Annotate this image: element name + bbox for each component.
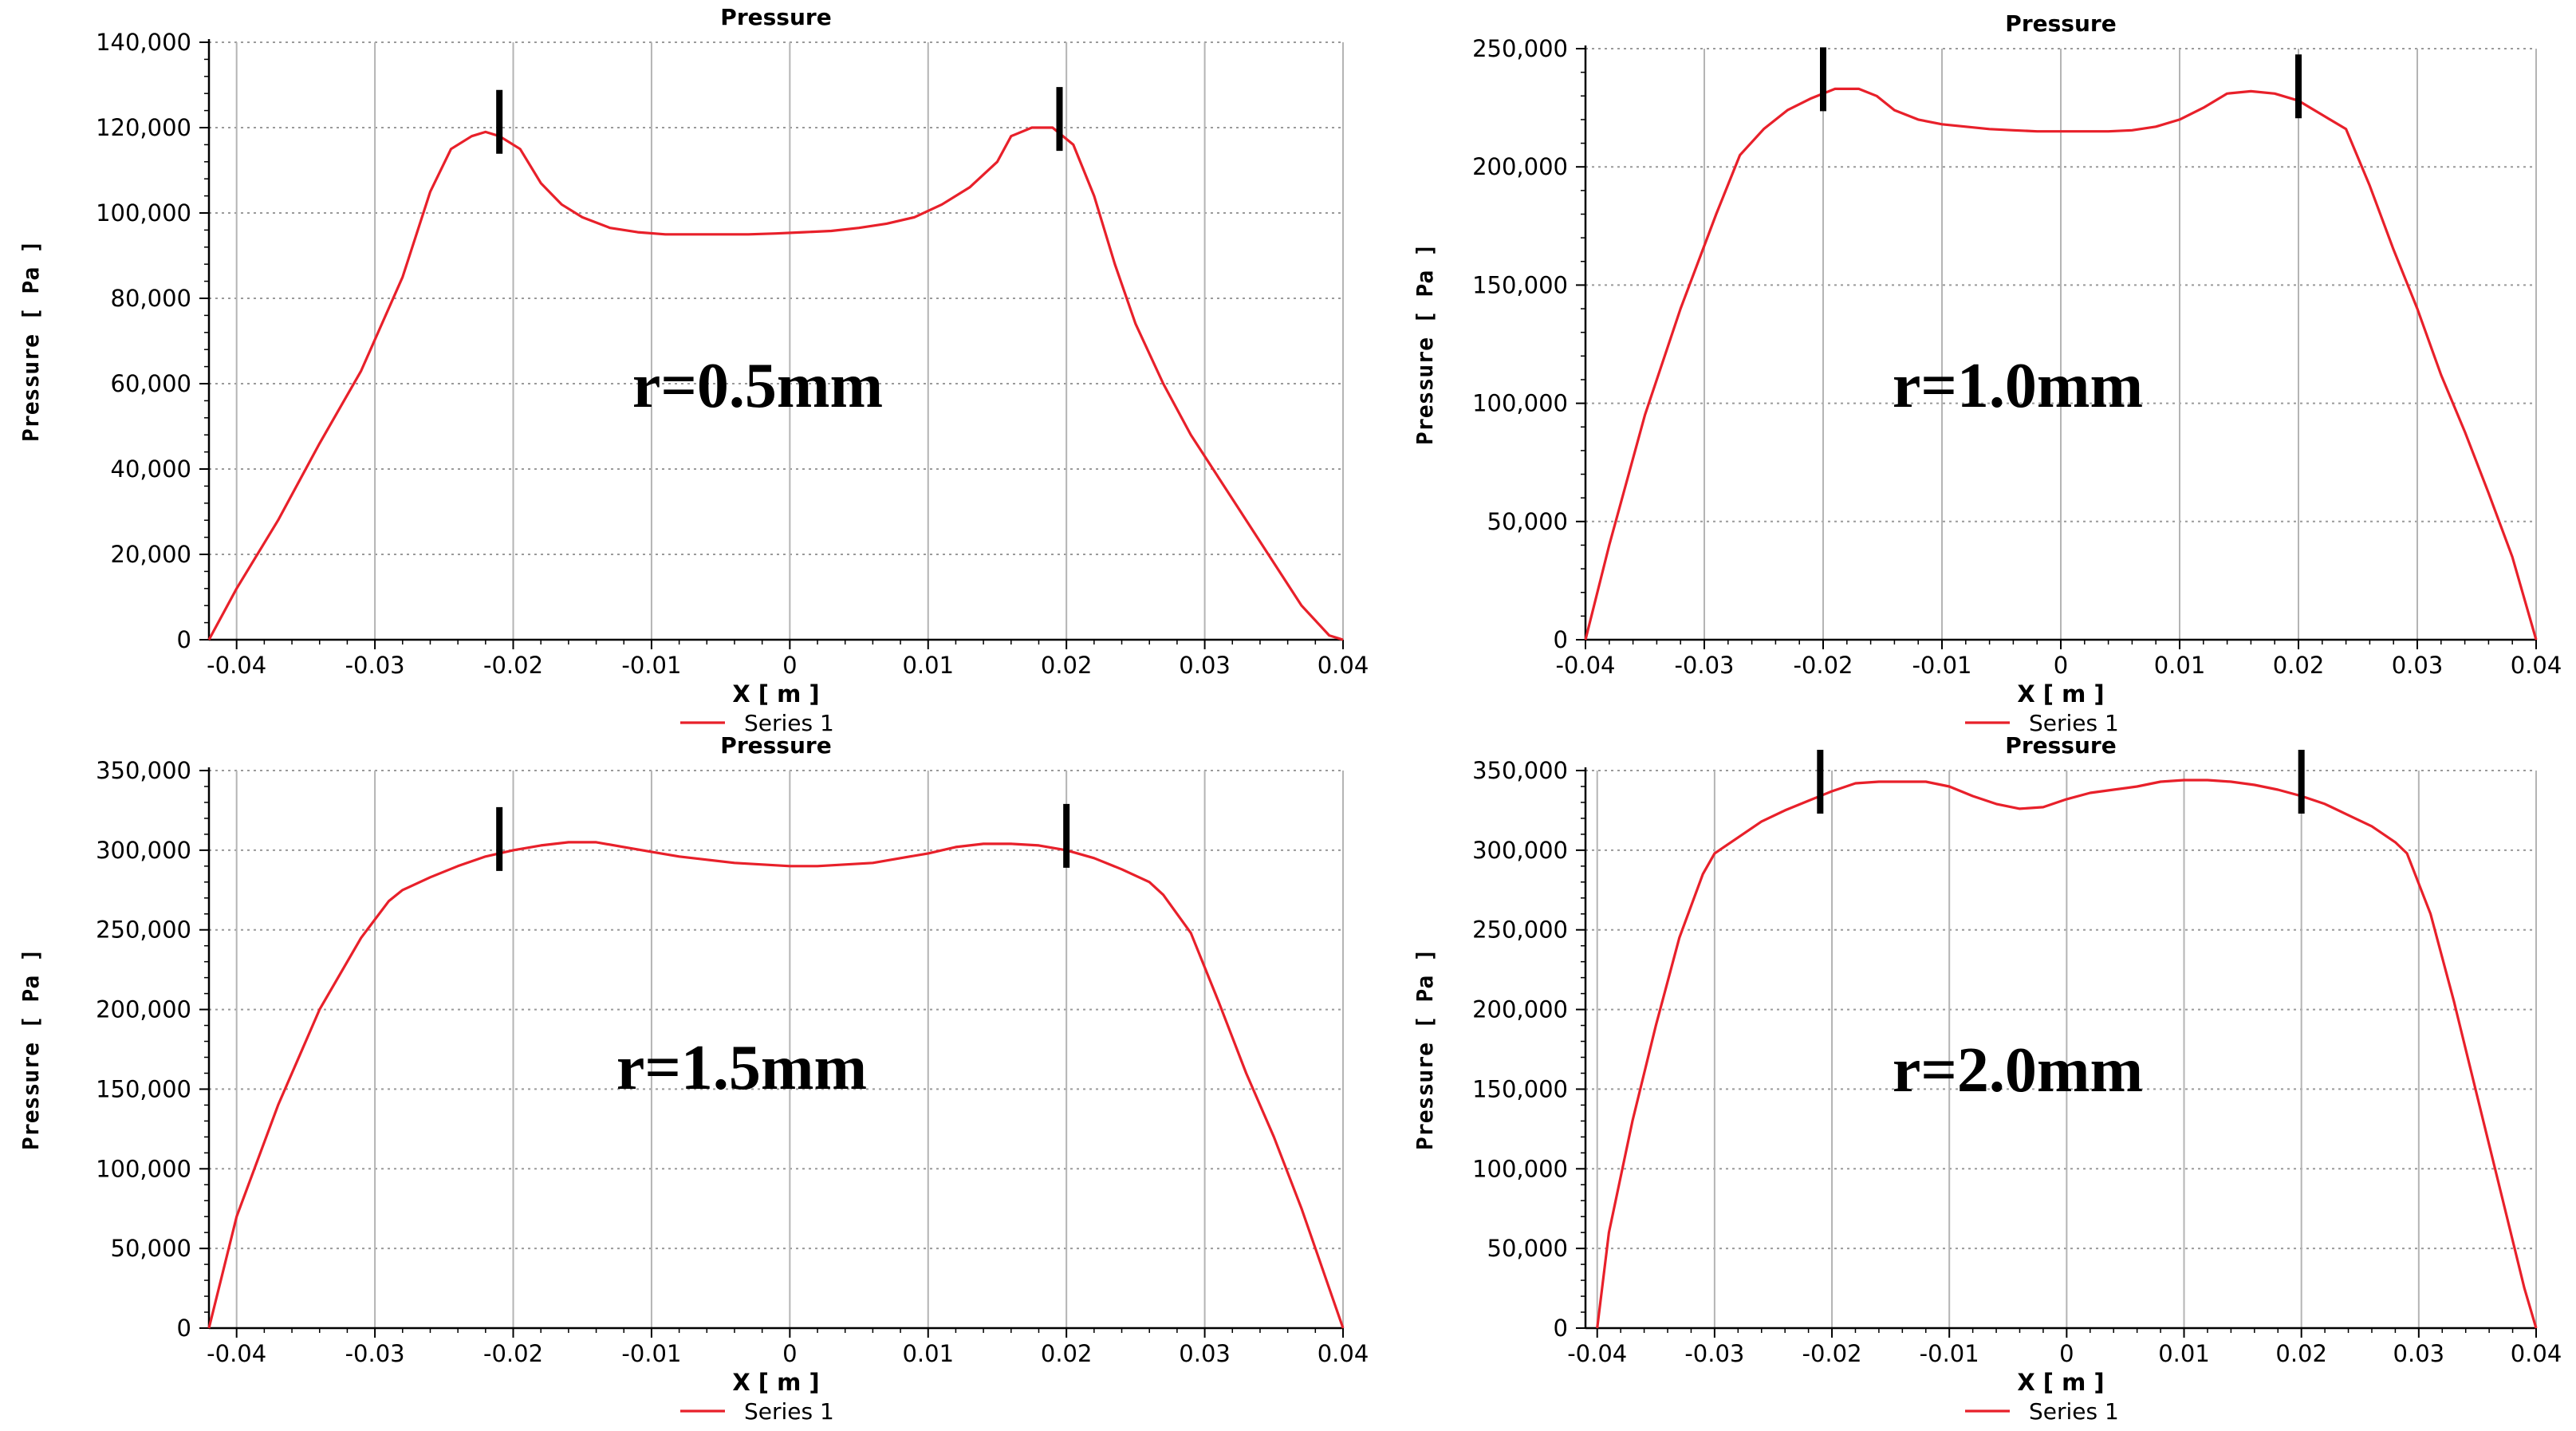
y-tick-label: 350,000 <box>96 757 191 784</box>
x-tick-label: 0.03 <box>2393 1340 2445 1367</box>
y-tick-label: 100,000 <box>1472 390 1568 417</box>
x-tick-label: -0.01 <box>621 652 681 679</box>
x-tick-label: 0.01 <box>902 652 954 679</box>
legend-label: Series 1 <box>2029 1398 2119 1425</box>
x-tick-label: -0.03 <box>345 652 405 679</box>
x-tick-label: -0.03 <box>345 1340 405 1367</box>
legend-label: Series 1 <box>744 710 834 736</box>
y-tick-label: 20,000 <box>111 541 191 568</box>
series-line <box>1596 779 2538 1329</box>
y-tick-label: 140,000 <box>96 29 191 56</box>
x-axis-label: X [ m ] <box>2017 680 2104 708</box>
x-axis-label: X [ m ] <box>732 680 819 708</box>
radius-annotation: r=0.5mm <box>632 351 883 421</box>
y-tick-label: 150,000 <box>1472 271 1568 298</box>
x-tick-label: 0.02 <box>2273 652 2325 679</box>
x-tick-label: 0.02 <box>1041 1340 1093 1367</box>
x-tick-label: -0.02 <box>1802 1340 1862 1367</box>
y-axis-label: Pressure [ Pa ] <box>18 948 44 1150</box>
y-axis-label: Pressure [ Pa ] <box>18 240 44 442</box>
y-axis-label: Pressure [ Pa ] <box>1412 243 1438 445</box>
chart-panel-1: Pressure 0 20,000 40,000 60,000 80,000 100,000… <box>18 4 1369 736</box>
legend-label: Series 1 <box>744 1398 834 1425</box>
x-axis-label: X [ m ] <box>732 1369 819 1396</box>
y-tick-label: 300,000 <box>1472 837 1568 864</box>
x-tick-label: -0.03 <box>1674 652 1734 679</box>
x-tick-label: 0.01 <box>2154 652 2206 679</box>
y-tick-label: 350,000 <box>1472 757 1568 784</box>
legend-label: Series 1 <box>2029 710 2119 736</box>
y-tick-label: 60,000 <box>111 370 191 397</box>
chart-panel-2: Pressure 0 50,000 100,000 150,000 200,000 250,… <box>1412 10 2562 736</box>
y-tick-label: 0 <box>1554 626 1568 653</box>
x-tick-label: 0.04 <box>2511 1340 2562 1367</box>
x-tick-label: 0 <box>782 652 797 679</box>
x-tick-label: 0 <box>2059 1340 2074 1367</box>
y-tick-label: 50,000 <box>1487 1235 1568 1262</box>
chart-title: Pressure <box>2005 732 2116 759</box>
radius-annotation: r=1.5mm <box>616 1033 867 1103</box>
x-tick-label: 0.03 <box>1179 1340 1231 1367</box>
y-tick-label: 150,000 <box>96 1075 191 1102</box>
chart-panel-3: Pressure 0 50,000 100,000 150,000 200,000 250,… <box>18 732 1369 1425</box>
x-tick-label: -0.01 <box>1920 1340 1979 1367</box>
x-tick-label: 0.03 <box>2392 652 2444 679</box>
x-tick-label: -0.04 <box>207 1340 266 1367</box>
y-axis-label: Pressure [ Pa ] <box>1412 948 1438 1150</box>
y-tick-label: 250,000 <box>1472 917 1568 944</box>
x-tick-label: 0.04 <box>1318 652 1369 679</box>
y-tick-label: 200,000 <box>1472 153 1568 180</box>
x-tick-label: 0.04 <box>1318 1340 1369 1367</box>
series-line <box>207 126 1344 641</box>
y-tick-label: 50,000 <box>111 1235 191 1262</box>
x-tick-label: 0 <box>782 1340 797 1367</box>
x-tick-label: -0.03 <box>1684 1340 1744 1367</box>
x-tick-label: -0.01 <box>621 1340 681 1367</box>
y-tick-label: 200,000 <box>96 996 191 1023</box>
y-tick-label: 80,000 <box>111 285 191 312</box>
chart-panel-4: Pressure 0 50,000 100,000 150,000 200,000 250,… <box>1412 732 2562 1425</box>
x-tick-label: -0.02 <box>1793 652 1853 679</box>
y-tick-label: 0 <box>177 626 191 653</box>
y-tick-label: 250,000 <box>1472 35 1568 62</box>
chart-title: Pressure <box>720 732 831 759</box>
y-tick-label: 0 <box>177 1315 191 1342</box>
x-tick-label: 0 <box>2054 652 2068 679</box>
y-tick-label: 200,000 <box>1472 996 1568 1023</box>
y-tick-label: 100,000 <box>96 1155 191 1182</box>
series-line <box>1584 87 2538 641</box>
series-line <box>207 841 1345 1329</box>
x-tick-label: -0.01 <box>1912 652 1971 679</box>
y-tick-label: 250,000 <box>96 917 191 944</box>
chart-title: Pressure <box>2005 10 2116 37</box>
y-tick-label: 150,000 <box>1472 1075 1568 1102</box>
x-tick-label: -0.02 <box>483 652 543 679</box>
x-tick-label: 0.03 <box>1179 652 1231 679</box>
radius-annotation: r=1.0mm <box>1893 351 2143 421</box>
x-tick-label: -0.04 <box>207 652 266 679</box>
y-tick-label: 0 <box>1554 1315 1568 1342</box>
x-tick-label: -0.02 <box>483 1340 543 1367</box>
x-axis-label: X [ m ] <box>2017 1369 2104 1396</box>
y-tick-label: 50,000 <box>1487 508 1568 535</box>
y-tick-label: 100,000 <box>1472 1155 1568 1182</box>
y-tick-label: 100,000 <box>96 199 191 227</box>
y-tick-label: 300,000 <box>96 837 191 864</box>
x-tick-label: -0.04 <box>1555 652 1615 679</box>
x-tick-label: 0.01 <box>2158 1340 2210 1367</box>
radius-annotation: r=2.0mm <box>1893 1035 2143 1106</box>
y-tick-label: 40,000 <box>111 455 191 483</box>
x-tick-label: -0.04 <box>1567 1340 1627 1367</box>
y-tick-label: 120,000 <box>96 114 191 141</box>
x-tick-label: 0.02 <box>2275 1340 2327 1367</box>
x-tick-label: 0.04 <box>2511 652 2562 679</box>
x-tick-label: 0.01 <box>902 1340 954 1367</box>
chart-title: Pressure <box>720 4 831 30</box>
x-tick-label: 0.02 <box>1041 652 1093 679</box>
